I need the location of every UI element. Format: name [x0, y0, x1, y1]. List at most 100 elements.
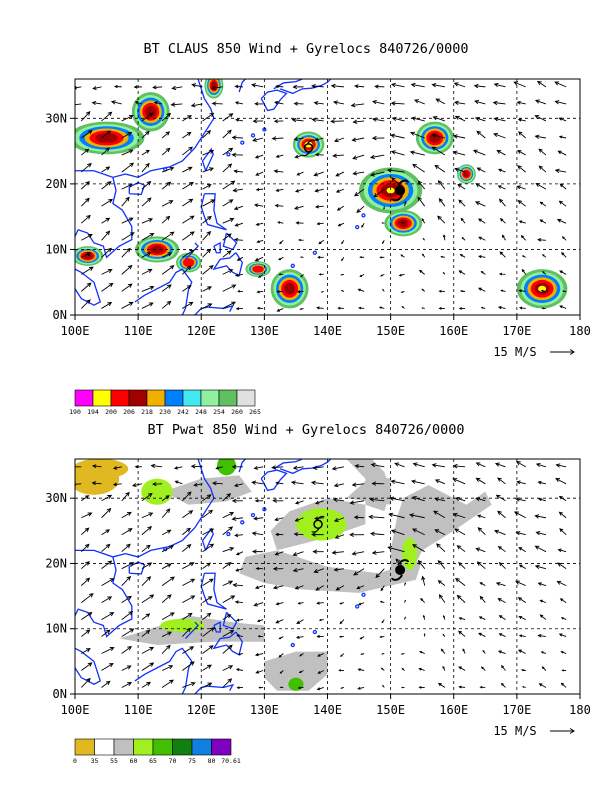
- wind-arrow-291: [434, 497, 446, 502]
- x-tick-label-1: 110E: [124, 324, 153, 338]
- wind-arrow-296: [538, 497, 547, 502]
- wind-arrow-301: [134, 101, 143, 105]
- wind-arrow-0: [80, 299, 91, 309]
- wind-arrow-59: [254, 652, 264, 657]
- wind-arrow-60: [278, 653, 284, 658]
- wind-arrow-175: [121, 562, 135, 570]
- wind-arrow-193: [476, 561, 486, 570]
- y-tick-label-0: 0N: [53, 687, 67, 701]
- wind-arrow-88: [339, 635, 344, 638]
- wind-arrow-215: [412, 544, 425, 553]
- island-4: [290, 263, 295, 268]
- wind-arrow-251: [141, 130, 150, 139]
- wind-arrow-150: [121, 196, 130, 207]
- wind-arrow-220: [517, 165, 526, 173]
- wind-arrow-252: [161, 508, 171, 519]
- wind-arrow-95: [478, 255, 486, 259]
- wind-arrow-288: [372, 117, 385, 122]
- coast-14: [260, 89, 288, 112]
- wind-arrow-344: [494, 462, 506, 468]
- wind-arrow-324: [92, 86, 102, 90]
- wind-arrow-229: [202, 149, 215, 156]
- colorbar-swatch-4: [152, 738, 173, 756]
- wind-arrow-255: [222, 129, 232, 139]
- wind-arrow-110: [279, 239, 284, 245]
- wind-arrow-136: [337, 222, 345, 227]
- wind-arrow-262: [351, 137, 365, 142]
- wind-arrow-128: [182, 595, 196, 604]
- coast-0: [75, 79, 215, 179]
- wind-arrow-218: [476, 167, 486, 173]
- wind-arrow-196: [534, 564, 547, 570]
- wind-arrow-333: [271, 465, 284, 470]
- wind-arrow-328: [173, 466, 183, 470]
- wind-arrow-310: [313, 101, 324, 106]
- wind-arrow-158: [274, 203, 284, 208]
- wind-arrow-26: [101, 663, 114, 671]
- colorbar-label-6: 75: [188, 757, 196, 765]
- wind-arrow-282: [252, 118, 264, 124]
- wind-arrow-211: [331, 550, 344, 555]
- wind-arrow-205: [222, 546, 235, 553]
- coast-0: [75, 459, 215, 558]
- wind-arrow-343: [475, 462, 486, 468]
- wind-arrow-256: [231, 516, 243, 521]
- colorbar-label-10: 265: [249, 408, 261, 416]
- wind-arrow-164: [404, 582, 406, 586]
- wind-arrow-317: [452, 478, 466, 485]
- wind-arrow-93: [458, 630, 466, 637]
- wind-arrow-171: [539, 201, 547, 207]
- wind-arrow-153: [182, 198, 194, 207]
- wind-arrow-279: [202, 112, 215, 122]
- coast-5: [200, 572, 227, 610]
- colorbar-label-2: 55: [110, 757, 118, 765]
- wind-arrow-240: [409, 150, 425, 156]
- wind-arrow-271: [534, 134, 546, 139]
- wind-arrow-98: [558, 633, 567, 637]
- wind-arrow-310: [310, 480, 324, 486]
- wind-arrow-70: [480, 271, 486, 275]
- wind-arrow-243: [472, 149, 486, 156]
- wind-arrow-51: [101, 647, 115, 654]
- colorbar-swatch-5: [172, 738, 193, 756]
- wind-arrow-9: [256, 306, 264, 310]
- wind-arrow-300: [110, 100, 122, 105]
- wind-arrow-299: [91, 481, 102, 486]
- wind-arrow-6: [202, 682, 213, 688]
- wind-arrow-245: [517, 150, 526, 156]
- wind-arrow-210: [312, 549, 324, 554]
- wind-arrow-250: [121, 511, 132, 519]
- wind-arrow-70: [482, 649, 486, 654]
- coast-9: [185, 242, 199, 260]
- wind-arrow-258: [271, 136, 284, 141]
- wind-arrow-287: [352, 119, 365, 124]
- wind-arrow-209: [292, 551, 304, 557]
- wind-arrow-316: [434, 479, 446, 485]
- wind-arrow-297: [558, 495, 567, 502]
- wind-arrow-112: [339, 619, 345, 625]
- colorbar-label-1: 35: [91, 757, 99, 765]
- wind-arrow-330: [210, 85, 223, 91]
- wind-arrow-213: [371, 550, 385, 555]
- wind-arrow-149: [101, 198, 113, 207]
- wind-arrow-227: [161, 147, 171, 156]
- wind-arrow-142: [460, 217, 466, 224]
- wind-arrow-152: [161, 576, 175, 587]
- wind-arrow-168: [479, 582, 486, 587]
- axes: 100E 110E 120E 130E 140E 150E 160E 170E 180 0N 10N…: [45, 491, 591, 717]
- wind-arrow-68: [440, 648, 446, 654]
- wind-arrow-229: [202, 528, 215, 536]
- wind-arrow-220: [518, 547, 526, 553]
- wind-arrow-12: [316, 687, 324, 691]
- wind-arrow-259: [294, 517, 304, 522]
- colorbar-label-3: 206: [123, 408, 135, 416]
- wind-arrow-16: [401, 306, 405, 309]
- wind-arrow-202: [161, 166, 175, 173]
- x-tick-label-3: 130E: [250, 703, 279, 717]
- wind-arrow-207: [255, 171, 264, 176]
- wind-arrow-35: [276, 290, 284, 294]
- cloud-blob-10: [75, 246, 104, 266]
- wind-arrow-127: [161, 215, 171, 224]
- wind-arrow-200: [121, 543, 131, 553]
- wind-arrow-195: [518, 564, 526, 570]
